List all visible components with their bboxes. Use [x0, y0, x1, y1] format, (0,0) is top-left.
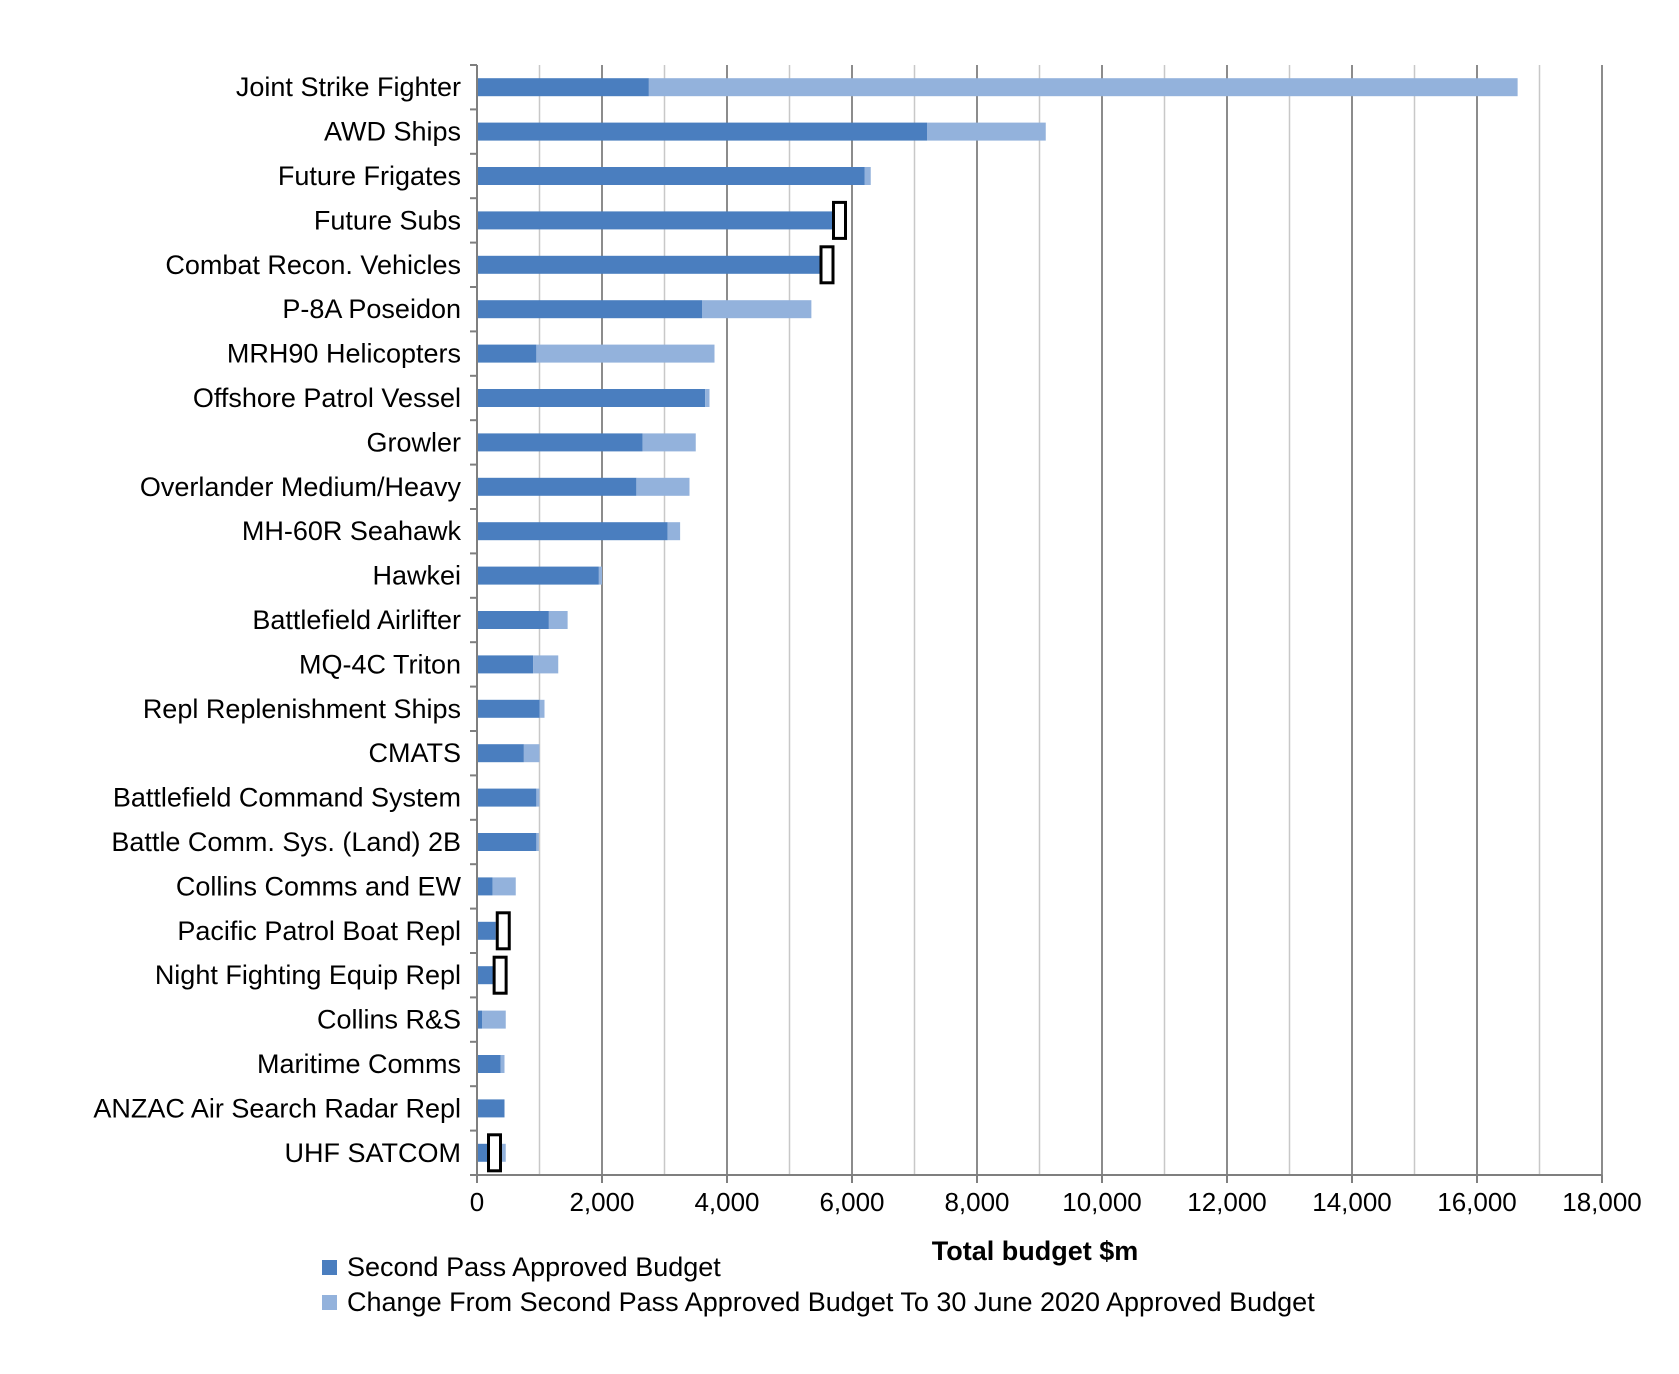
bar-second-pass-hawkei	[477, 566, 599, 585]
x-tick-label: 4,000	[694, 1187, 759, 1217]
category-label-battlefield-airlifter: Battlefield Airlifter	[252, 605, 461, 635]
bar-change-awd-ships	[927, 122, 1046, 141]
x-tick-label: 0	[470, 1187, 484, 1217]
x-tick-label: 10,000	[1062, 1187, 1142, 1217]
bar-second-pass-offshore-patrol-vessel	[477, 389, 706, 407]
bar-second-pass-repl-replenishment-ships	[477, 699, 540, 718]
bar-change-future-frigates	[864, 167, 871, 185]
bar-second-pass-pacific-patrol-boat-repl	[477, 921, 496, 940]
bar-change-hawkei	[598, 566, 602, 585]
category-label-collins-comms-and-ew: Collins Comms and EW	[176, 871, 462, 901]
bar-second-pass-growler	[477, 433, 643, 452]
x-tick-label: 18,000	[1562, 1187, 1642, 1217]
category-label-maritime-comms: Maritime Comms	[257, 1049, 461, 1079]
bar-change-joint-strike-fighter	[648, 78, 1518, 97]
bar-series	[477, 78, 1518, 1162]
category-label-cmats: CMATS	[369, 738, 462, 768]
category-label-battle-comm-sys-land-2b: Battle Comm. Sys. (Land) 2B	[111, 827, 461, 857]
bar-second-pass-maritime-comms	[477, 1055, 501, 1073]
x-tick-label: 16,000	[1437, 1187, 1517, 1217]
bar-second-pass-battlefield-airlifter	[477, 611, 549, 629]
category-labels: Joint Strike Fighter AWD Ships Future Frig…	[93, 72, 461, 1168]
bar-second-pass-joint-strike-fighter	[477, 78, 649, 97]
bar-change-collins-r-s	[482, 1010, 506, 1029]
bar-second-pass-night-fighting-equip-repl	[477, 966, 494, 985]
category-label-growler: Growler	[366, 427, 461, 457]
category-label-hawkei: Hawkei	[372, 561, 461, 591]
legend-label-second-pass: Second Pass Approved Budget	[347, 1252, 721, 1282]
highlight-box-night-fighting-equip-repl	[492, 955, 508, 995]
legend: Second Pass Approved Budget Change From …	[322, 1250, 1315, 1320]
bar-change-p-8a-poseidon	[702, 300, 812, 319]
category-label-battlefield-command-system: Battlefield Command System	[113, 783, 461, 813]
category-label-uhf-satcom: UHF SATCOM	[285, 1138, 462, 1168]
category-label-night-fighting-equip-repl: Night Fighting Equip Repl	[155, 960, 461, 990]
bar-second-pass-mrh90-helicopters	[477, 344, 537, 363]
bar-change-battlefield-command-system	[536, 788, 540, 807]
category-label-awd-ships: AWD Ships	[324, 117, 461, 147]
bar-second-pass-awd-ships	[477, 122, 927, 141]
bar-change-mh-60r-seahawk	[667, 522, 681, 541]
x-axis-title: Total budget $m	[932, 1236, 1139, 1266]
x-tick-label: 12,000	[1187, 1187, 1267, 1217]
bar-change-mrh90-helicopters	[536, 344, 715, 363]
gridlines	[538, 65, 1603, 1175]
highlight-boxes	[487, 200, 847, 1173]
category-label-mq-4c-triton: MQ-4C Triton	[299, 649, 461, 679]
bar-change-battlefield-airlifter	[548, 611, 568, 629]
highlight-box-future-subs	[832, 200, 847, 240]
bar-change-offshore-patrol-vessel	[705, 389, 710, 407]
category-label-future-frigates: Future Frigates	[278, 161, 461, 191]
bar-second-pass-future-frigates	[477, 167, 865, 185]
bar-change-cmats	[523, 744, 540, 763]
bar-change-maritime-comms	[500, 1055, 505, 1073]
bar-second-pass-collins-comms-and-ew	[477, 877, 493, 896]
category-label-pacific-patrol-boat-repl: Pacific Patrol Boat Repl	[177, 916, 461, 946]
bar-second-pass-uhf-satcom	[477, 1143, 489, 1162]
bar-change-repl-replenishment-ships	[539, 699, 545, 718]
bar-change-overlander-medium-heavy	[636, 477, 690, 496]
category-label-joint-strike-fighter: Joint Strike Fighter	[236, 72, 461, 102]
category-label-anzac-air-search-radar-repl: ANZAC Air Search Radar Repl	[93, 1093, 461, 1123]
axes	[470, 64, 1603, 1183]
bar-second-pass-collins-r-s	[477, 1010, 482, 1029]
x-tick-label: 6,000	[819, 1187, 884, 1217]
bar-change-growler	[642, 433, 696, 452]
bar-second-pass-p-8a-poseidon	[477, 300, 702, 319]
tick-labels: 0 2,000 4,000 6,000 8,000 10,000 12,000 14,000 1…	[470, 1187, 1642, 1217]
bar-second-pass-combat-recon-vehicles	[477, 255, 824, 274]
bar-second-pass-mh-60r-seahawk	[477, 522, 668, 541]
bar-second-pass-future-subs	[477, 211, 837, 230]
x-tick-label: 2,000	[569, 1187, 634, 1217]
legend-item-second-pass: Second Pass Approved Budget	[322, 1250, 1315, 1285]
category-label-collins-r-s: Collins R&S	[317, 1005, 461, 1035]
highlight-box-uhf-satcom	[487, 1133, 502, 1173]
bar-second-pass-cmats	[477, 744, 524, 763]
bar-second-pass-battle-comm-sys-land-2b	[477, 833, 537, 851]
x-tick-label: 14,000	[1312, 1187, 1392, 1217]
bar-second-pass-overlander-medium-heavy	[477, 477, 637, 496]
category-label-combat-recon-vehicles: Combat Recon. Vehicles	[165, 250, 461, 280]
legend-label-change: Change From Second Pass Approved Budget …	[347, 1287, 1315, 1317]
category-label-future-subs: Future Subs	[314, 205, 461, 235]
bar-change-battle-comm-sys-land-2b	[536, 833, 539, 851]
legend-swatch-change	[322, 1295, 337, 1310]
bar-second-pass-anzac-air-search-radar-repl	[477, 1099, 505, 1118]
category-label-p-8a-poseidon: P-8A Poseidon	[282, 294, 461, 324]
legend-item-change: Change From Second Pass Approved Budget …	[322, 1285, 1315, 1320]
bar-change-collins-comms-and-ew	[492, 877, 516, 896]
highlight-box-pacific-patrol-boat-repl	[495, 911, 511, 951]
category-label-repl-replenishment-ships: Repl Replenishment Ships	[143, 694, 461, 724]
category-label-overlander-medium-heavy: Overlander Medium/Heavy	[140, 472, 462, 502]
category-label-mrh90-helicopters: MRH90 Helicopters	[227, 339, 461, 369]
category-label-offshore-patrol-vessel: Offshore Patrol Vessel	[193, 383, 461, 413]
x-tick-label: 8,000	[944, 1187, 1009, 1217]
category-label-mh-60r-seahawk: MH-60R Seahawk	[242, 516, 462, 546]
bar-second-pass-mq-4c-triton	[477, 655, 534, 674]
highlight-box-combat-recon-vehicles	[819, 245, 835, 285]
bar-second-pass-battlefield-command-system	[477, 788, 537, 807]
bar-change-mq-4c-triton	[533, 655, 559, 674]
legend-swatch-second-pass	[322, 1260, 337, 1275]
